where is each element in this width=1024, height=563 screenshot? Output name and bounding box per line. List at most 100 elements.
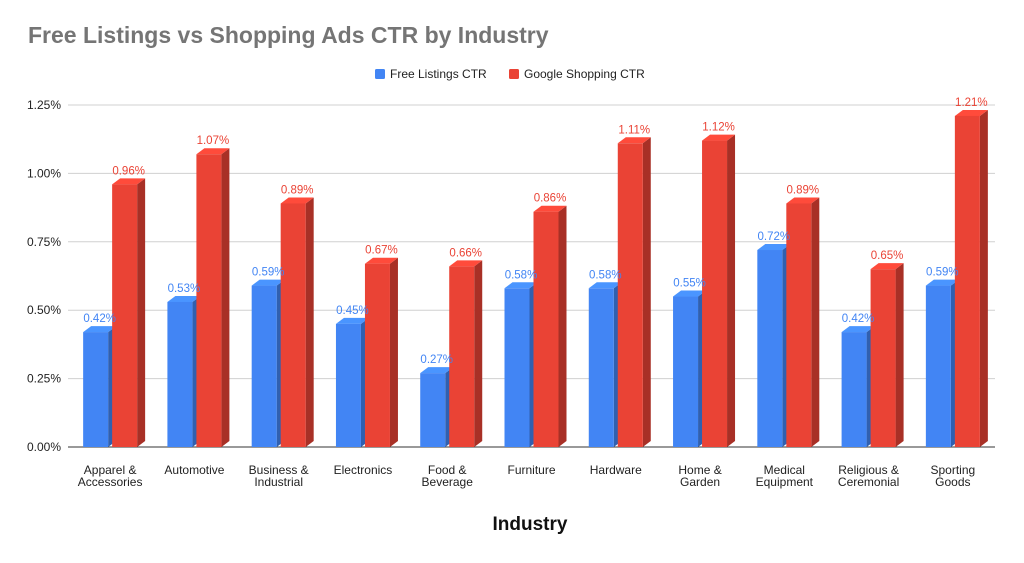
data-label: 0.59%	[252, 267, 285, 279]
bar-free-listings	[841, 326, 875, 447]
data-label: 0.72%	[758, 231, 791, 243]
data-label: 0.66%	[449, 247, 482, 259]
bar-front	[588, 288, 614, 447]
bar-side	[474, 260, 483, 447]
y-tick-label: 1.00%	[27, 166, 61, 180]
bar-side	[811, 197, 820, 447]
category-label: Medical	[764, 463, 805, 477]
bar-top	[420, 367, 454, 374]
data-label: 1.12%	[702, 122, 735, 134]
category-label: Goods	[935, 475, 970, 489]
bar-front	[364, 263, 390, 447]
bar-side	[642, 137, 651, 447]
data-label: 1.11%	[618, 124, 650, 136]
chart-title: Free Listings vs Shopping Ads CTR by Ind…	[28, 22, 549, 48]
category-label: Electronics	[334, 463, 393, 477]
bar-top	[449, 260, 483, 267]
data-label: 0.65%	[871, 250, 904, 262]
data-label: 0.42%	[842, 313, 875, 325]
data-label: 0.58%	[589, 269, 622, 281]
category-label: Equipment	[756, 475, 814, 489]
bar-google-shopping	[280, 197, 314, 447]
bar-front	[954, 115, 980, 447]
data-label: 0.27%	[420, 354, 453, 366]
bar-front	[280, 203, 306, 447]
bar-free-listings	[420, 367, 454, 447]
legend-swatch	[375, 69, 385, 79]
y-tick-label: 0.50%	[27, 303, 61, 317]
bar-front	[870, 269, 896, 447]
legend: Free Listings CTR Google Shopping CTR	[375, 67, 645, 81]
bar-top	[167, 295, 201, 302]
bar-top	[83, 326, 117, 333]
data-label: 0.89%	[281, 184, 314, 196]
data-label: 0.58%	[505, 269, 538, 281]
bar-side	[895, 263, 904, 447]
bar-front	[335, 323, 361, 447]
category-label: Automotive	[164, 463, 224, 477]
x-axis: Apparel &Accessories Automotive Business &…	[78, 463, 975, 489]
category-label: Industrial	[254, 475, 303, 489]
bar-google-shopping	[196, 148, 230, 448]
bar-front	[757, 250, 783, 447]
bar-front	[449, 266, 475, 447]
bar-top	[786, 197, 820, 204]
bar-front	[533, 211, 559, 447]
category-label: Apparel &	[84, 463, 137, 477]
bar-top	[533, 205, 567, 212]
bar-top	[251, 279, 285, 286]
bars	[83, 109, 988, 448]
x-axis-title: Industry	[493, 514, 568, 535]
bar-top	[504, 282, 538, 289]
data-label: 0.42%	[83, 313, 116, 325]
bar-front	[617, 143, 643, 447]
bar-top	[335, 317, 369, 324]
bar-top	[196, 148, 230, 155]
legend-swatch	[509, 69, 519, 79]
category-label: Hardware	[590, 463, 642, 477]
bar-google-shopping	[533, 205, 567, 447]
bar-free-listings	[673, 290, 707, 447]
category-label: Ceremonial	[838, 475, 899, 489]
bar-top	[617, 137, 651, 144]
bar-side	[137, 178, 146, 447]
data-label: 0.55%	[673, 278, 706, 290]
bar-google-shopping	[112, 178, 146, 447]
bar-front	[504, 288, 530, 447]
bar-front	[673, 296, 699, 447]
bar-side	[558, 205, 567, 447]
data-label: 0.67%	[365, 245, 398, 257]
bar-google-shopping	[617, 137, 651, 447]
category-label: Garden	[680, 475, 720, 489]
y-tick-label: 0.75%	[27, 235, 61, 249]
category-label: Beverage	[422, 475, 474, 489]
bar-front	[841, 332, 867, 447]
bar-free-listings	[757, 244, 791, 447]
category-label: Home &	[678, 463, 721, 477]
bar-top	[588, 282, 622, 289]
bar-google-shopping	[702, 134, 736, 447]
bar-free-listings	[925, 279, 959, 447]
y-tick-label: 0.00%	[27, 440, 61, 454]
data-label: 0.86%	[534, 193, 567, 205]
data-label: 0.89%	[787, 184, 820, 196]
bar-google-shopping	[870, 263, 904, 447]
data-label: 0.53%	[168, 283, 201, 295]
bar-front	[786, 203, 812, 447]
bar-free-listings	[335, 317, 369, 447]
bar-side	[305, 197, 314, 447]
category-label: Food &	[428, 463, 467, 477]
bar-top	[870, 263, 904, 270]
bar-top	[673, 290, 707, 297]
bar-google-shopping	[786, 197, 820, 447]
category-label: Business &	[249, 463, 309, 477]
category-label: Accessories	[78, 475, 143, 489]
bar-side	[221, 148, 230, 448]
bar-free-listings	[167, 295, 201, 447]
bar-google-shopping	[954, 109, 988, 447]
bar-free-listings	[83, 326, 117, 447]
bar-top	[280, 197, 314, 204]
y-axis: 0.00% 0.25% 0.50% 0.75% 1.00% 1.25%	[27, 98, 61, 454]
legend-label: Free Listings CTR	[390, 67, 487, 81]
